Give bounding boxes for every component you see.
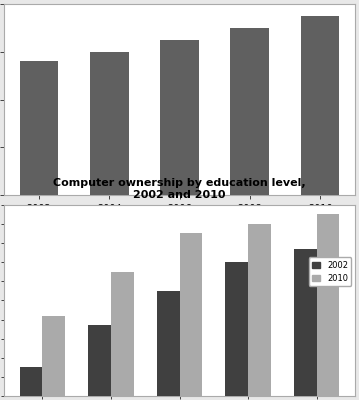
Legend: 2002, 2010: 2002, 2010 (309, 257, 351, 286)
Bar (180, 234, 202, 396)
Bar (157, 291, 180, 396)
Bar (248, 224, 271, 396)
Bar (20, 61, 58, 195)
Bar (90, 52, 129, 195)
Bar (160, 40, 199, 195)
Bar (225, 262, 248, 396)
Bar (111, 272, 134, 396)
Bar (294, 249, 317, 396)
Bar (301, 16, 339, 195)
Bar (88, 325, 111, 396)
Bar (317, 214, 339, 396)
Bar (20, 367, 42, 396)
Bar (42, 316, 65, 396)
Bar (230, 28, 269, 195)
Title: Computer ownership by education level,
2002 and 2010: Computer ownership by education level, 2… (53, 178, 306, 200)
X-axis label: Year: Year (167, 217, 192, 227)
